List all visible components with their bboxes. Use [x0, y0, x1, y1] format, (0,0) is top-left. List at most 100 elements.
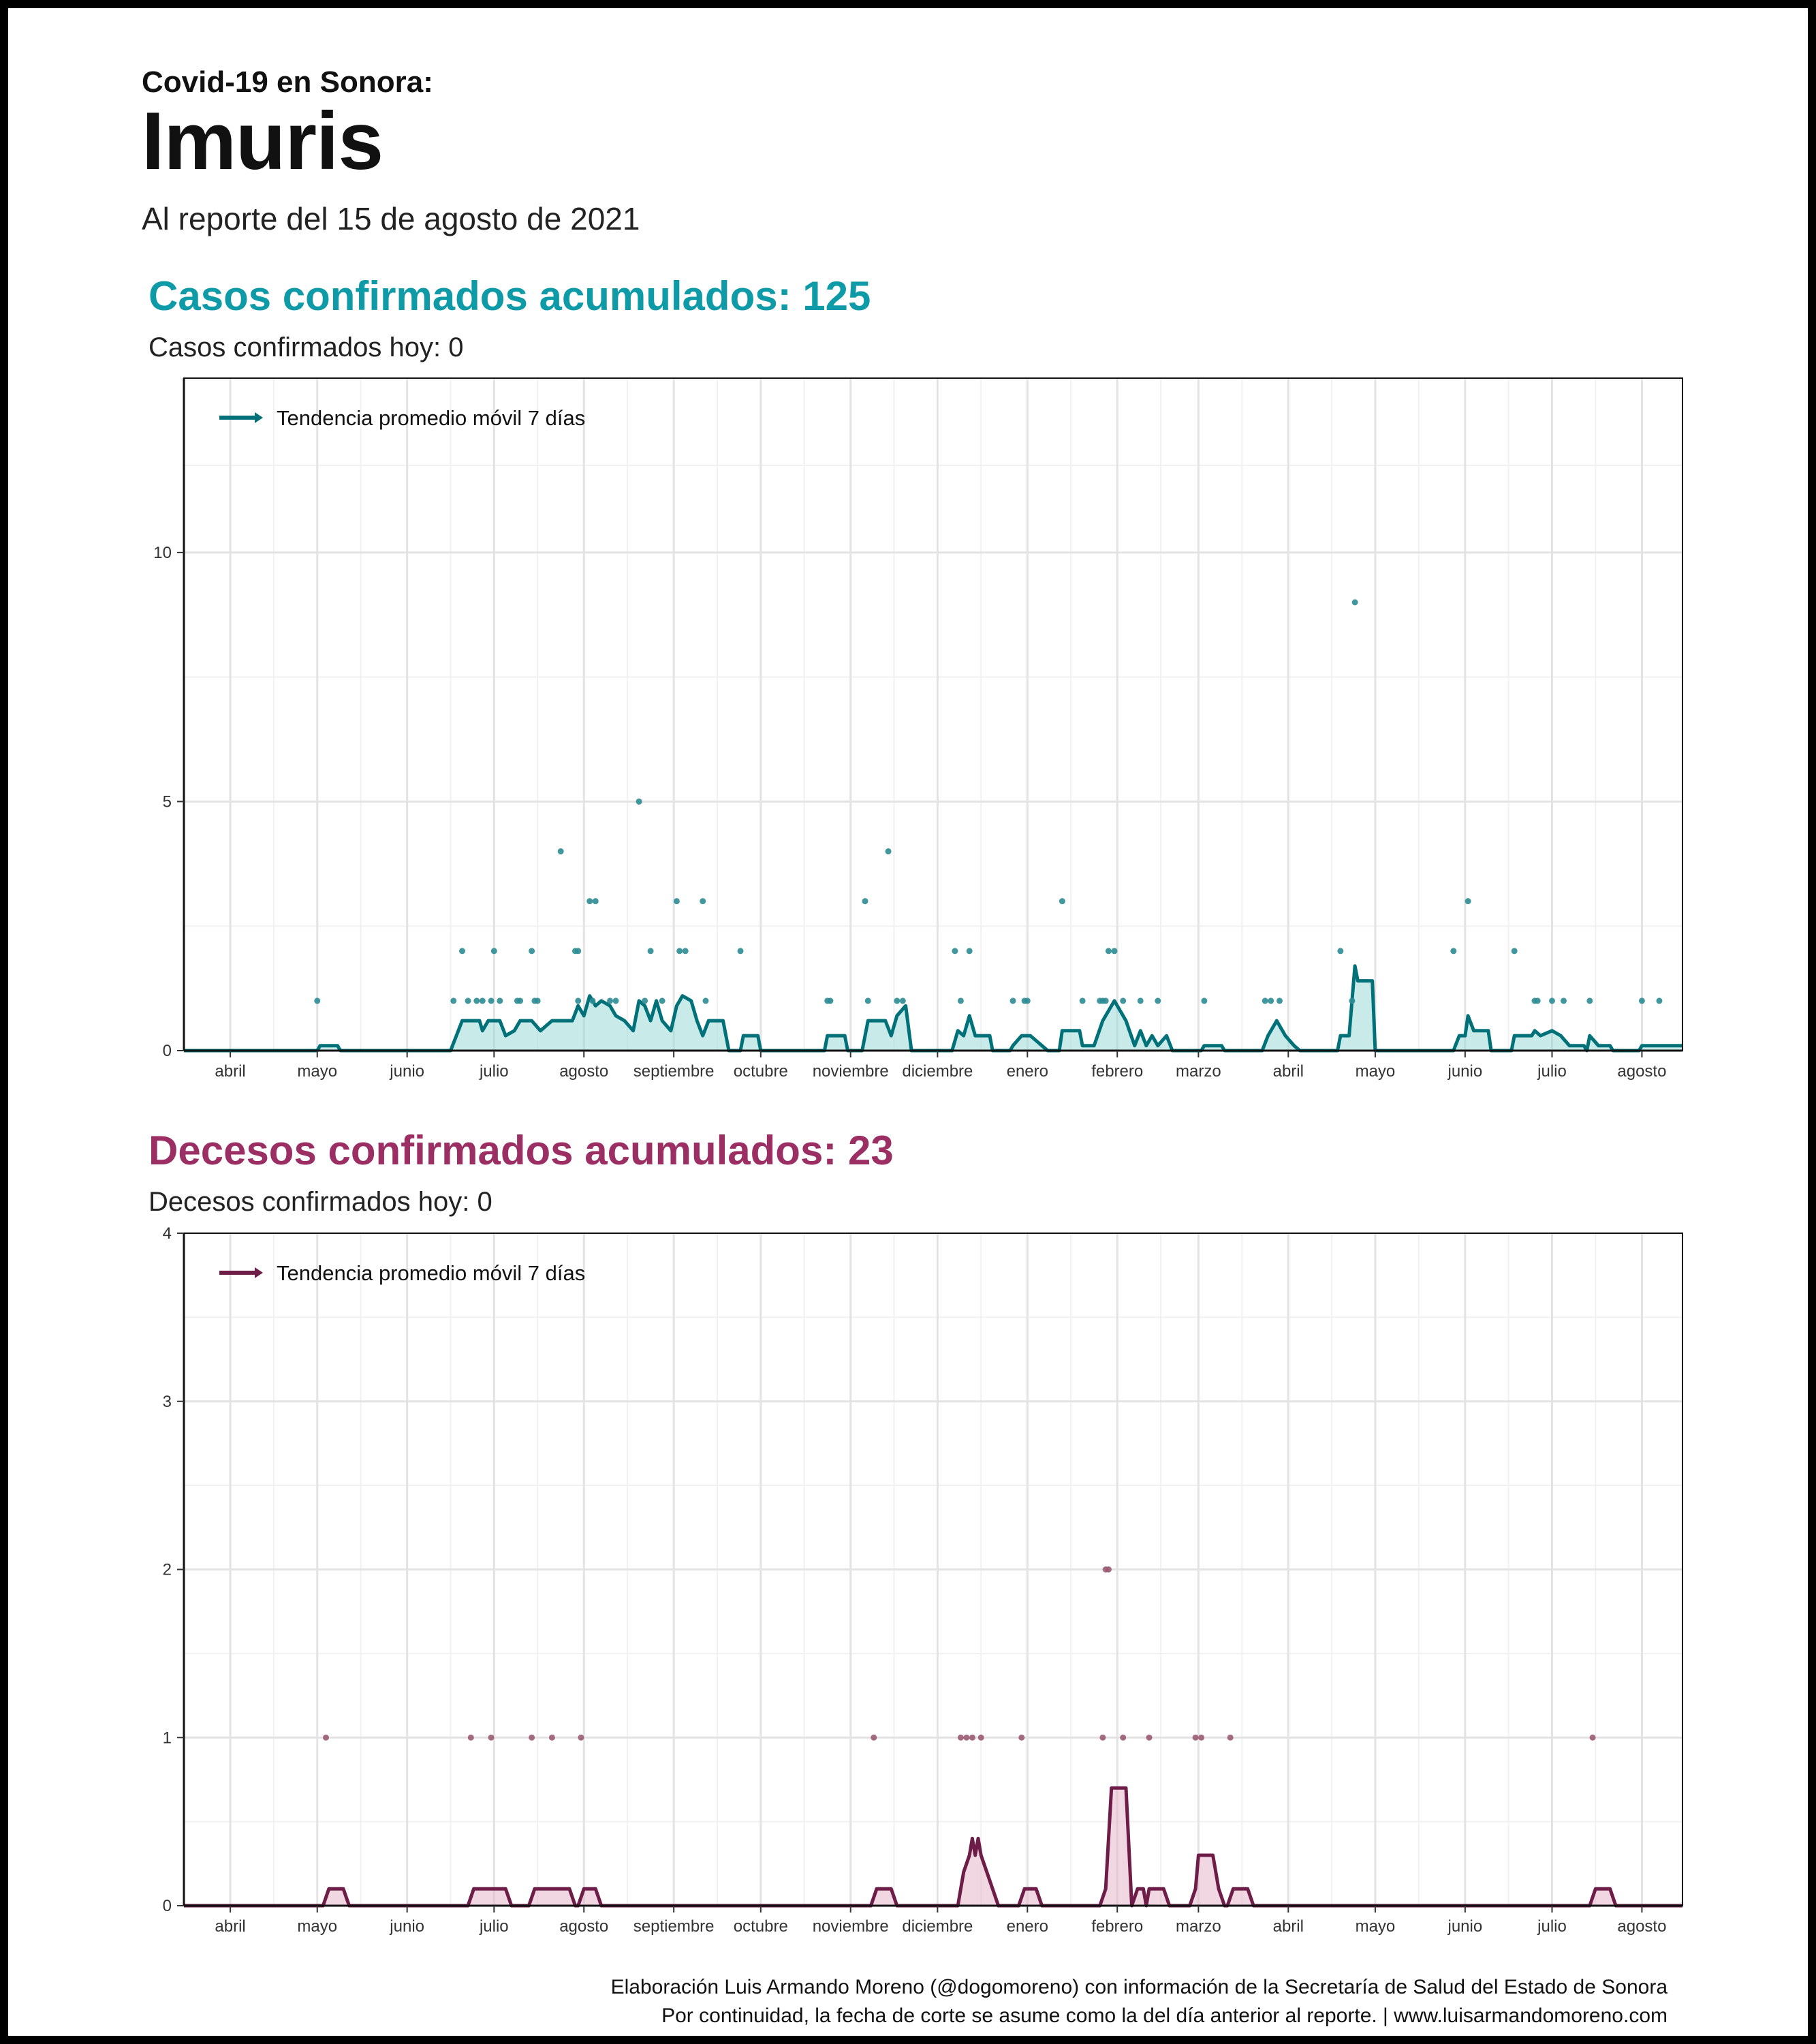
daily-point — [1349, 997, 1356, 1004]
daily-point — [529, 948, 535, 955]
daily-point — [589, 997, 596, 1004]
daily-point — [1120, 1734, 1127, 1741]
x-tick-label: julio — [1537, 1062, 1567, 1081]
daily-point — [957, 997, 964, 1004]
x-tick-label: octubre — [734, 1062, 788, 1081]
x-tick-label: noviembre — [813, 1917, 889, 1936]
x-tick-label: agosto — [1617, 1917, 1666, 1936]
daily-point — [659, 997, 666, 1004]
deaths-chart: 0 1 2 3 4 abril mayo junio julio agosto septiembre… — [163, 1224, 1683, 1936]
y-tick-label: 0 — [163, 1897, 172, 1915]
daily-point — [1534, 997, 1541, 1004]
y-tick-label: 0 — [163, 1042, 172, 1060]
daily-point — [966, 948, 973, 955]
x-tick-label: abril — [215, 1062, 245, 1081]
x-tick-label: febrero — [1091, 1917, 1143, 1936]
daily-point — [1099, 1734, 1106, 1741]
daily-point — [1137, 997, 1144, 1004]
daily-point — [1277, 997, 1283, 1004]
daily-point — [1549, 997, 1556, 1004]
daily-point — [977, 1734, 984, 1741]
x-tick-label: enero — [1007, 1917, 1048, 1936]
legend-label: Tendencia promedio móvil 7 días — [277, 1261, 585, 1285]
daily-point — [737, 948, 744, 955]
daily-point — [899, 997, 906, 1004]
daily-point — [459, 948, 466, 955]
x-tick-label: mayo — [1356, 1062, 1396, 1081]
x-tick-label: noviembre — [813, 1062, 889, 1081]
daily-point — [479, 997, 486, 1004]
daily-point — [612, 997, 619, 1004]
footer-note: Por continuidad, la fecha de corte se as… — [661, 2004, 1668, 2027]
trend-area — [184, 965, 1682, 1051]
daily-point — [885, 848, 892, 855]
daily-point — [636, 798, 642, 805]
daily-point — [490, 948, 497, 955]
trend-area — [184, 1788, 1682, 1906]
daily-point — [575, 997, 582, 1004]
daily-point — [1586, 997, 1593, 1004]
x-tick-label: abril — [1273, 1062, 1304, 1081]
daily-point — [1024, 997, 1031, 1004]
daily-point — [1450, 948, 1457, 955]
daily-point — [1105, 1566, 1112, 1573]
daily-point — [450, 997, 457, 1004]
daily-point — [682, 948, 689, 955]
daily-point — [1638, 997, 1645, 1004]
daily-point — [488, 1734, 495, 1741]
daily-point — [1120, 997, 1127, 1004]
cases-heading: Casos confirmados acumulados: 125 — [148, 273, 871, 319]
daily-point — [969, 1734, 975, 1741]
daily-point — [1198, 1734, 1205, 1741]
x-tick-label: febrero — [1091, 1062, 1143, 1081]
x-tick-label: diciembre — [902, 1062, 973, 1081]
daily-point — [1511, 948, 1518, 955]
daily-point — [592, 898, 599, 905]
daily-point — [557, 848, 564, 855]
y-tick-label: 3 — [163, 1393, 172, 1411]
x-tick-label: junio — [1447, 1062, 1482, 1081]
plot-background — [184, 378, 1682, 1051]
daily-point — [323, 1734, 330, 1741]
kicker: Covid-19 en Sonora: — [142, 65, 433, 99]
daily-point — [673, 898, 680, 905]
daily-point — [534, 997, 541, 1004]
daily-point — [607, 997, 614, 1004]
page-subtitle: Al reporte del 15 de agosto de 2021 — [142, 201, 640, 236]
footer-credit: Elaboración Luis Armando Moreno (@dogomo… — [610, 1976, 1668, 1998]
y-tick-label: 10 — [153, 544, 172, 562]
daily-point — [1009, 997, 1016, 1004]
daily-point — [1351, 599, 1358, 606]
daily-point — [1111, 948, 1118, 955]
x-tick-label: junio — [1447, 1917, 1482, 1936]
daily-point — [894, 997, 901, 1004]
deaths-heading: Decesos confirmados acumulados: 23 — [148, 1128, 894, 1173]
daily-point — [578, 1734, 584, 1741]
daily-point — [1227, 1734, 1234, 1741]
daily-point — [314, 997, 321, 1004]
cases-chart: 0 5 10 abril mayo junio julio agosto septiembre o… — [153, 377, 1683, 1081]
deaths-today: Decesos confirmados hoy: 0 — [148, 1187, 492, 1217]
y-tick-label: 2 — [163, 1561, 172, 1579]
daily-point — [952, 948, 958, 955]
daily-point — [1146, 1734, 1153, 1741]
daily-point — [700, 898, 706, 905]
x-tick-label: marzo — [1176, 1062, 1221, 1081]
y-tick-label: 5 — [163, 792, 172, 811]
x-tick-label: enero — [1007, 1062, 1048, 1081]
x-tick-label: marzo — [1176, 1917, 1221, 1936]
daily-point — [1192, 1734, 1199, 1741]
daily-point — [586, 898, 593, 905]
page-title: Imuris — [142, 95, 383, 187]
daily-point — [467, 1734, 474, 1741]
x-tick-label: abril — [1273, 1917, 1304, 1936]
daily-point — [1561, 997, 1567, 1004]
daily-point — [1589, 1734, 1596, 1741]
legend-arrow-icon — [255, 412, 263, 423]
daily-point — [963, 1734, 970, 1741]
x-tick-label: mayo — [297, 1062, 337, 1081]
daily-point — [1201, 997, 1208, 1004]
x-tick-label: septiembre — [633, 1917, 715, 1936]
trend-line — [184, 964, 1682, 1053]
x-tick-label: abril — [215, 1917, 245, 1936]
